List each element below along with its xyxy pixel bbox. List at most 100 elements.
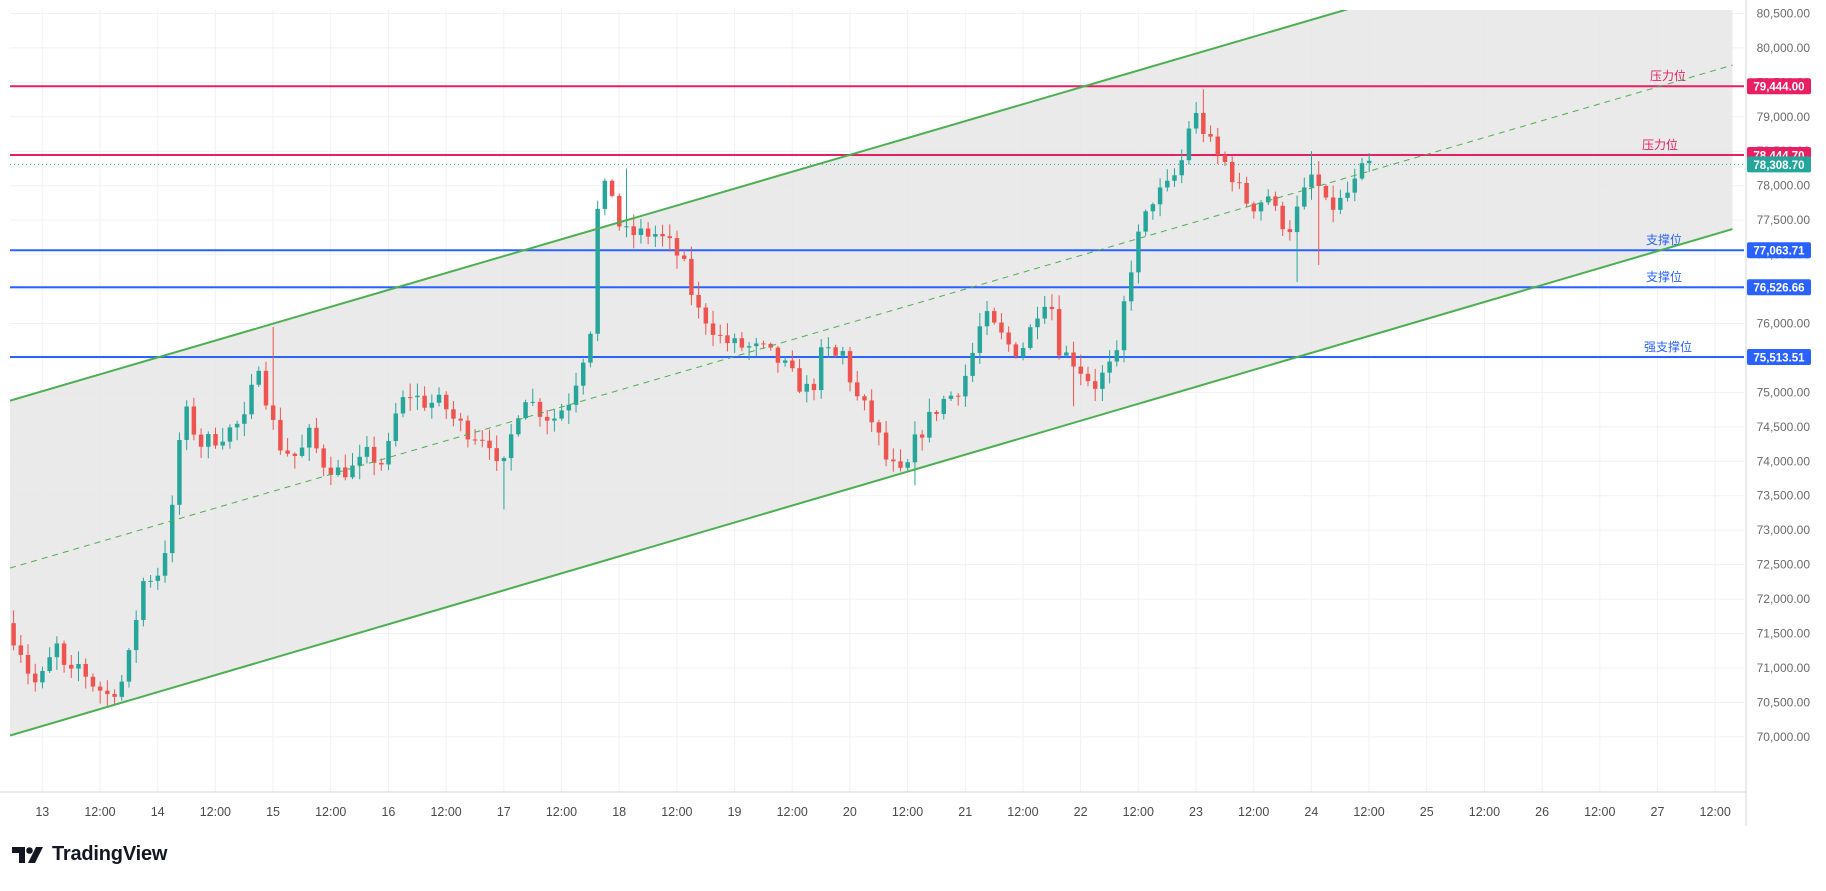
candle — [155, 567, 161, 590]
support-level-note: 支撑位 — [1646, 232, 1682, 247]
candle — [955, 393, 961, 406]
candle — [393, 402, 399, 447]
candle — [170, 495, 175, 563]
channel-upper-line[interactable] — [10, 0, 1732, 402]
candle-body — [18, 645, 24, 655]
candle-body — [472, 439, 478, 441]
candle-body — [1316, 174, 1321, 186]
candle-body — [905, 462, 910, 468]
candle-body — [1143, 211, 1148, 232]
candle-body — [1165, 180, 1170, 188]
candle-body — [429, 402, 435, 408]
candle — [487, 429, 492, 460]
candle-body — [790, 360, 795, 369]
candle-body — [1244, 183, 1249, 204]
x-tick-label: 12:00 — [1238, 805, 1269, 819]
x-tick-label: 12:00 — [430, 805, 461, 819]
candle — [357, 444, 362, 480]
candle-body — [76, 664, 81, 669]
brand-logo[interactable]: TradingView — [12, 843, 167, 866]
candle — [263, 361, 269, 410]
candle — [90, 673, 96, 692]
candle — [292, 452, 298, 469]
candle — [746, 341, 752, 361]
candle — [617, 193, 622, 231]
y-tick-label: 74,500.00 — [1757, 420, 1811, 434]
candle-body — [400, 397, 406, 414]
resistance-price-tag: 79,444.00 — [1747, 78, 1811, 95]
candle — [191, 397, 197, 441]
candle-body — [307, 427, 312, 448]
candle — [732, 333, 737, 354]
candle — [335, 459, 341, 477]
candle-body — [1150, 204, 1156, 212]
candle — [1056, 295, 1062, 360]
candle — [1208, 125, 1213, 142]
candle-body — [386, 441, 391, 465]
candle-body — [573, 385, 579, 405]
candle-body — [263, 370, 269, 406]
candle — [299, 434, 305, 458]
channel-lower-line[interactable] — [10, 228, 1733, 737]
candle — [811, 378, 817, 401]
candle — [249, 373, 254, 420]
candle — [544, 409, 550, 435]
candle-body — [602, 180, 608, 209]
y-tick-label: 72,500.00 — [1757, 558, 1811, 572]
candle — [941, 395, 947, 420]
candle — [631, 214, 636, 249]
candle-body — [855, 382, 860, 397]
candle-body — [458, 418, 463, 421]
y-tick-label: 71,500.00 — [1757, 627, 1811, 641]
candle — [364, 436, 370, 464]
x-tick-label: 12:00 — [1123, 805, 1154, 819]
candle-body — [1107, 361, 1112, 373]
support-price-tag: 76,526.66 — [1747, 279, 1811, 296]
candle — [184, 400, 189, 451]
x-tick-label: 24 — [1304, 805, 1318, 819]
y-tick-label: 80,500.00 — [1757, 6, 1811, 20]
candle — [234, 420, 240, 441]
candle — [213, 427, 218, 449]
candle-body — [811, 383, 817, 391]
candle — [898, 449, 903, 472]
candle-body — [285, 450, 290, 454]
channel-mid-line[interactable] — [10, 64, 1733, 569]
channel-lines[interactable] — [10, 0, 1733, 737]
candle — [422, 386, 427, 411]
candle-body — [1345, 192, 1350, 198]
x-tick-label: 23 — [1189, 805, 1203, 819]
candle-body — [1172, 175, 1177, 181]
candle — [1136, 224, 1141, 284]
x-tick-label: 15 — [266, 805, 280, 819]
candle-body — [1352, 178, 1358, 193]
candle — [148, 575, 153, 588]
candle-body — [948, 395, 954, 399]
candle — [1352, 168, 1358, 202]
candle — [934, 410, 939, 422]
candle-body — [234, 423, 240, 428]
candle-body — [581, 362, 586, 386]
candle — [69, 654, 74, 678]
candle — [1092, 368, 1098, 402]
candle-body — [270, 405, 276, 420]
candle — [1049, 294, 1055, 321]
candle — [227, 424, 233, 449]
svg-text:76,526.66: 76,526.66 — [1753, 283, 1804, 295]
current-price-tag: 78,308.70 — [1747, 156, 1811, 173]
candle-body — [1056, 309, 1062, 356]
candle — [681, 249, 687, 262]
candle-body — [220, 441, 225, 446]
candle-body — [934, 411, 939, 414]
candle — [451, 400, 456, 427]
candle — [1028, 324, 1033, 351]
candle-body — [299, 447, 305, 456]
candle — [436, 387, 442, 407]
candle-body — [1201, 112, 1206, 134]
support-price-tag: 77,063.71 — [1747, 242, 1811, 259]
candle-body — [249, 384, 254, 415]
candle-body — [407, 397, 413, 399]
candle-body — [826, 347, 831, 349]
